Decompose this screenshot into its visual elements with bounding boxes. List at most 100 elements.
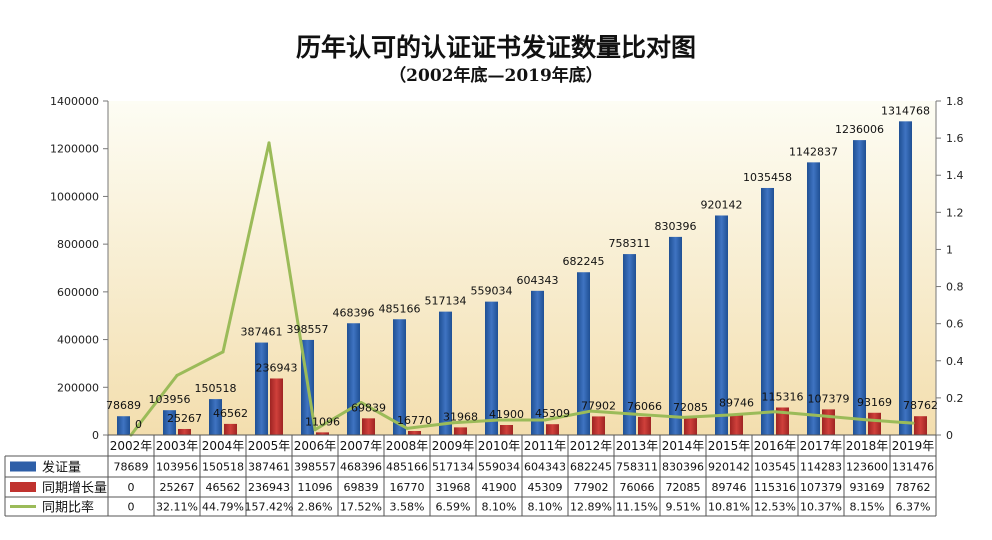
bar-growth-value-label: 16770: [397, 414, 432, 427]
y-tick-label: 1200000: [50, 143, 99, 156]
x-tick-label: 2017年: [800, 439, 843, 453]
bar-growth-value-label: 72085: [673, 401, 708, 414]
table-cell: 89746: [712, 481, 747, 494]
table-cell: 45309: [528, 481, 563, 494]
bar-growth-2004年: [224, 423, 237, 435]
bar-growth-value-label: 31968: [443, 410, 478, 423]
x-tick-label: 2003年: [156, 439, 199, 453]
x-tick-label: 2006年: [294, 439, 337, 453]
bar-growth-2009年: [454, 427, 467, 435]
bar-growth-value-label: 45309: [535, 407, 570, 420]
bar-growth-value-label: 77902: [581, 399, 616, 412]
line-ratio-point: [911, 421, 915, 425]
table-cell: 44.79%: [202, 501, 244, 514]
table-cell: 131476: [892, 461, 934, 474]
table-cell: 8.10%: [528, 501, 563, 514]
line-ratio-point: [405, 426, 409, 430]
table-cell: 11096: [298, 481, 333, 494]
bar-growth-2007年: [362, 418, 375, 435]
x-tick-label: 2010年: [478, 439, 521, 453]
table-cell: 3.58%: [390, 501, 425, 514]
y-tick-label: 1000000: [50, 190, 99, 203]
bar-issued-2013年: [623, 254, 636, 435]
table-cell: 77902: [574, 481, 609, 494]
table-cell: 485166: [386, 461, 428, 474]
bar-growth-2013年: [638, 416, 651, 435]
table-cell: 12.89%: [570, 501, 612, 514]
table-cell: 517134: [432, 461, 474, 474]
y2-tick-label: 0: [946, 429, 953, 442]
table-cell: 46562: [206, 481, 241, 494]
x-tick-label: 2013年: [616, 439, 659, 453]
line-ratio-point: [589, 409, 593, 413]
bar-growth-value-label: 69839: [351, 401, 386, 414]
bar-growth-2016年: [776, 407, 789, 435]
y2-tick-label: 1.8: [946, 95, 964, 108]
bar-growth-2014年: [684, 417, 697, 435]
table-cell: 123600: [846, 461, 888, 474]
table-cell: 758311: [616, 461, 658, 474]
y-tick-label: 1400000: [50, 95, 99, 108]
chart-subtitle: （2002年底—2019年底）: [389, 66, 603, 86]
line-ratio-point: [221, 350, 225, 354]
table-cell: 69839: [344, 481, 379, 494]
bar-issued-value-label: 150518: [195, 382, 237, 395]
y-tick-label: 600000: [57, 286, 99, 299]
table-cell: 387461: [248, 461, 290, 474]
bar-growth-value-label: 41900: [489, 408, 524, 421]
table-cell: 10.37%: [800, 501, 842, 514]
table-cell: 76066: [620, 481, 655, 494]
table-cell: 682245: [570, 461, 612, 474]
table-cell: 0: [128, 481, 135, 494]
table-cell: 8.10%: [482, 501, 517, 514]
x-tick-label: 2004年: [202, 439, 245, 453]
legend-swatch-发证量: [10, 461, 36, 472]
table-cell: 8.15%: [850, 501, 885, 514]
y-tick-label: 0: [92, 429, 99, 442]
bar-growth-value-label: 236943: [256, 361, 298, 374]
bar-issued-2003年: [163, 410, 176, 435]
x-tick-label: 2012年: [570, 439, 613, 453]
table-cell: 920142: [708, 461, 750, 474]
table-cell: 9.51%: [666, 501, 701, 514]
bar-growth-2019年: [914, 416, 927, 435]
bar-issued-value-label: 604343: [517, 274, 559, 287]
bar-issued-2007年: [347, 323, 360, 435]
table-cell: 398557: [294, 461, 336, 474]
bar-growth-value-label: 76066: [627, 400, 662, 413]
line-ratio-point: [497, 418, 501, 422]
table-cell: 16770: [390, 481, 425, 494]
bar-growth-value-label: 46562: [213, 407, 248, 420]
bar-issued-2010年: [485, 301, 498, 435]
bar-growth-2005年: [270, 378, 283, 435]
line-ratio-point: [681, 415, 685, 419]
table-cell: 93169: [850, 481, 885, 494]
table-cell: 2.86%: [298, 501, 333, 514]
line-ratio-point: [865, 418, 869, 422]
x-tick-label: 2002年: [110, 439, 153, 453]
table-cell: 107379: [800, 481, 842, 494]
bar-issued-value-label: 485166: [379, 302, 421, 315]
bar-issued-value-label: 559034: [471, 285, 513, 298]
table-cell: 115316: [754, 481, 796, 494]
bar-issued-2002年: [117, 416, 130, 435]
table-cell: 41900: [482, 481, 517, 494]
line-ratio-point: [175, 373, 179, 377]
table-cell: 103956: [156, 461, 198, 474]
table-cell: 157.42%: [245, 501, 294, 514]
y2-tick-label: 0.8: [946, 281, 964, 294]
x-tick-label: 2008年: [386, 439, 429, 453]
bar-issued-value-label: 78689: [106, 399, 141, 412]
bar-issued-value-label: 758311: [609, 237, 651, 250]
y2-tick-label: 1: [946, 243, 953, 256]
y-tick-label: 200000: [57, 381, 99, 394]
table-cell: 0: [128, 501, 135, 514]
table-cell: 10.81%: [708, 501, 750, 514]
table-cell: 11.15%: [616, 501, 658, 514]
bar-growth-2012年: [592, 416, 605, 435]
table-cell: 150518: [202, 461, 244, 474]
y2-tick-label: 1.2: [946, 206, 964, 219]
x-tick-label: 2015年: [708, 439, 751, 453]
x-tick-label: 2014年: [662, 439, 705, 453]
